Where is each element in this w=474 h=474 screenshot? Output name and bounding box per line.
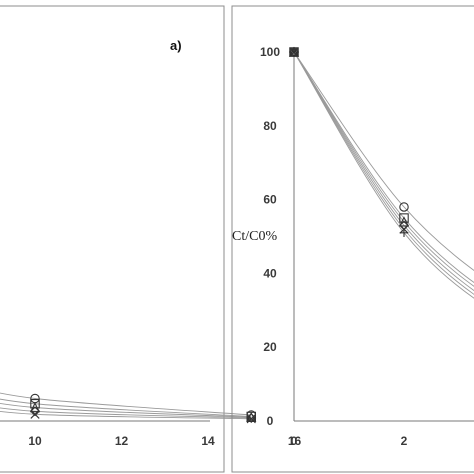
right-y-tick-label: 40 [263,266,277,280]
left-x-tick-label: 14 [201,434,215,448]
right-y-tick-label: 20 [263,340,277,354]
right-panel-frame [231,5,474,473]
left-x-tick-label: 10 [28,434,42,448]
right-y-tick-label: 80 [263,119,277,133]
left-panel-label: a) [170,38,182,53]
right-data-point [399,202,409,212]
left-x-tick-label: 12 [115,434,129,448]
right-data-point [398,216,410,227]
right-fit-line [293,51,474,295]
right-fit-lines [293,51,474,299]
left-data-points [29,393,257,424]
left-panel-frame [0,5,225,473]
right-y-tick-label: 100 [260,45,280,59]
right-x-tick-label: 0 [291,434,298,448]
right-fit-line [293,51,474,272]
left-panel: a) 10 12 14 16 [0,5,301,473]
left-fit-line [0,407,252,419]
right-y-tick-labels: 0 20 40 60 80 100 [260,45,280,428]
left-fit-lines [0,392,252,420]
right-fit-line [293,51,474,287]
right-x-tick-labels: 0246 [291,434,408,448]
left-x-tick-labels: 10 12 14 16 [28,434,301,448]
left-data-point [29,402,41,413]
right-data-point [399,213,409,223]
left-fit-line [0,410,252,420]
right-x-tick-label: 2 [401,434,408,448]
left-data-point [30,398,40,409]
right-data-point [289,47,299,57]
right-data-points [288,46,410,238]
left-data-point [30,409,40,419]
right-data-point [399,228,409,238]
right-fit-line [293,51,474,284]
right-fit-line [293,51,474,299]
left-fit-line [0,398,252,417]
left-data-point [30,406,40,417]
right-y-tick-label: 60 [263,193,277,207]
right-fit-line [293,51,474,292]
left-fit-line [0,392,252,416]
left-data-point [246,414,256,424]
right-y-tick-label: 0 [267,414,274,428]
left-fit-line [0,402,252,418]
right-y-axis-label: Ct/C0% [232,229,277,244]
left-x-tick-label: 16 [288,434,302,448]
